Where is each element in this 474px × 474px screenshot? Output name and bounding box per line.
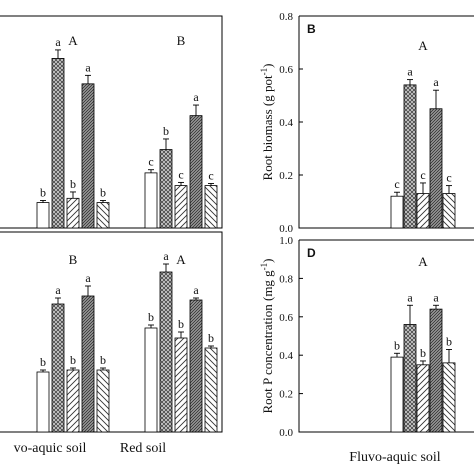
category-label: Fluvo-aquic soil	[349, 450, 440, 465]
bar-open	[144, 327, 158, 433]
bar-open	[390, 195, 404, 229]
y-tick-label: 1.0	[279, 235, 293, 247]
bar-significance-letter: b	[40, 185, 46, 199]
group-significance-letter: A	[176, 252, 186, 267]
bar-significance-letter: b	[208, 331, 214, 345]
bar-open	[390, 356, 404, 433]
y-tick-label: 0.6	[279, 64, 293, 76]
bar-crosshatch	[51, 58, 65, 229]
bar-dense-hatch	[189, 299, 203, 433]
bar-significance-letter: b	[70, 353, 76, 367]
bar-significance-letter: c	[148, 155, 153, 169]
bar-diagonal-left	[96, 202, 110, 229]
bar-diagonal-right	[416, 193, 430, 229]
category-label: Red soil	[120, 441, 166, 456]
bar-open	[36, 202, 50, 229]
bar-significance-letter: b	[394, 338, 400, 352]
bar-diagonal-left	[442, 193, 456, 229]
bar-crosshatch	[51, 303, 65, 433]
bar-significance-letter: b	[70, 177, 76, 191]
y-tick-label: 0.8	[279, 11, 293, 23]
plot-frame	[0, 15, 223, 229]
bar-diagonal-left	[204, 185, 218, 229]
bar-diagonal-right	[174, 337, 188, 433]
panel-letter: D	[307, 246, 316, 260]
bar-significance-letter: a	[55, 35, 61, 49]
bar-significance-letter: a	[433, 290, 439, 304]
bar-crosshatch	[403, 324, 417, 433]
bar-dense-hatch	[81, 83, 95, 229]
bar-diagonal-right	[416, 364, 430, 433]
group-significance-letter: B	[177, 33, 186, 48]
bar-crosshatch	[159, 271, 173, 433]
bar-significance-letter: c	[208, 168, 213, 182]
bar-significance-letter: a	[407, 290, 413, 304]
group-significance-letter: A	[418, 38, 428, 53]
bar-diagonal-right	[66, 197, 80, 229]
bar-significance-letter: c	[394, 177, 399, 191]
bar-significance-letter: a	[163, 249, 169, 263]
group-significance-letter: A	[68, 33, 78, 48]
bar-dense-hatch	[429, 308, 443, 433]
y-axis-label: Root biomass (g pot-1)	[259, 64, 275, 181]
bar-significance-letter: a	[433, 75, 439, 89]
y-tick-label: 0.0	[279, 223, 293, 235]
y-tick-label: 0.4	[279, 117, 293, 129]
bar-significance-letter: c	[446, 171, 451, 185]
bar-significance-letter: a	[55, 283, 61, 297]
chart-panel-3: Bb a b a b Ab a b a b vo-aquic soil Red soil	[0, 231, 223, 456]
chart-panel-1: Ab a b a b Bc b c a c	[0, 15, 223, 229]
bar-crosshatch	[403, 84, 417, 229]
bar-significance-letter: c	[178, 167, 183, 181]
bar-significance-letter: b	[178, 317, 184, 331]
y-tick-label: 0.8	[279, 273, 293, 285]
bar-significance-letter: c	[420, 168, 425, 182]
y-tick-label: 0.0	[279, 427, 293, 439]
y-axis-label: Root P concentration (mg g-1)	[259, 258, 275, 413]
bar-significance-letter: a	[193, 283, 199, 297]
bar-significance-letter: b	[163, 124, 169, 138]
chart-panel-4: 0.0 0.2 0.4 0.6 0.8 1.0 Root P concentration (…	[259, 235, 474, 439]
bar-diagonal-left	[442, 362, 456, 433]
chart-panel-2: 0.0 0.2 0.4 0.6 0.8 Root biomass (g pot-1) B Ac…	[259, 11, 474, 465]
bar-significance-letter: b	[148, 310, 154, 324]
y-tick-label: 0.2	[279, 170, 293, 182]
bar-significance-letter: b	[40, 355, 46, 369]
bar-significance-letter: b	[100, 185, 106, 199]
category-label: vo-aquic soil	[14, 441, 87, 456]
bar-diagonal-left	[204, 347, 218, 433]
bar-significance-letter: b	[420, 346, 426, 360]
bar-significance-letter: b	[446, 334, 452, 348]
bar-diagonal-right	[174, 185, 188, 229]
y-tick-label: 0.6	[279, 312, 293, 324]
bar-crosshatch	[159, 149, 173, 229]
bar-dense-hatch	[429, 108, 443, 229]
plot-frame	[0, 231, 223, 433]
bar-significance-letter: a	[407, 65, 413, 79]
group-significance-letter: B	[69, 252, 78, 267]
bar-significance-letter: a	[193, 90, 199, 104]
y-tick-label: 0.2	[279, 389, 293, 401]
bar-dense-hatch	[81, 295, 95, 433]
y-tick-label: 0.4	[279, 350, 293, 362]
bar-significance-letter: a	[85, 271, 91, 285]
panel-letter: B	[307, 22, 316, 36]
bar-diagonal-left	[96, 369, 110, 433]
group-significance-letter: A	[418, 254, 428, 269]
bar-open	[36, 371, 50, 433]
bar-dense-hatch	[189, 115, 203, 229]
bar-significance-letter: b	[100, 353, 106, 367]
bar-significance-letter: a	[85, 60, 91, 74]
bar-open	[144, 172, 158, 229]
bar-diagonal-right	[66, 369, 80, 433]
